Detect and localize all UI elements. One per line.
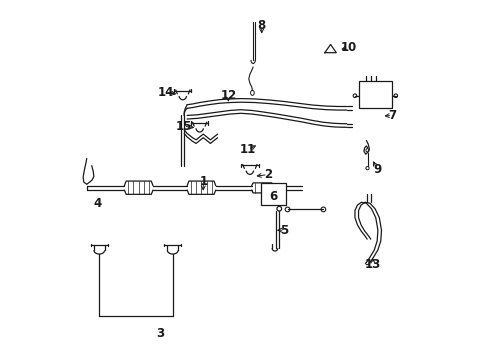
FancyBboxPatch shape xyxy=(359,81,391,108)
Text: 10: 10 xyxy=(340,41,356,54)
Text: 7: 7 xyxy=(387,109,395,122)
Polygon shape xyxy=(324,44,336,53)
Text: 8: 8 xyxy=(257,19,265,32)
Text: 3: 3 xyxy=(156,327,164,340)
Text: 15: 15 xyxy=(175,120,191,133)
Text: 9: 9 xyxy=(372,163,381,176)
Text: 11: 11 xyxy=(240,143,256,156)
Text: 14: 14 xyxy=(157,86,173,99)
Text: 1: 1 xyxy=(199,175,207,188)
Text: 4: 4 xyxy=(93,197,102,210)
FancyBboxPatch shape xyxy=(260,183,286,205)
Text: 5: 5 xyxy=(280,224,288,237)
Text: 6: 6 xyxy=(268,190,277,203)
Text: 12: 12 xyxy=(220,89,236,102)
Text: 2: 2 xyxy=(263,168,271,181)
Text: 13: 13 xyxy=(364,258,380,271)
